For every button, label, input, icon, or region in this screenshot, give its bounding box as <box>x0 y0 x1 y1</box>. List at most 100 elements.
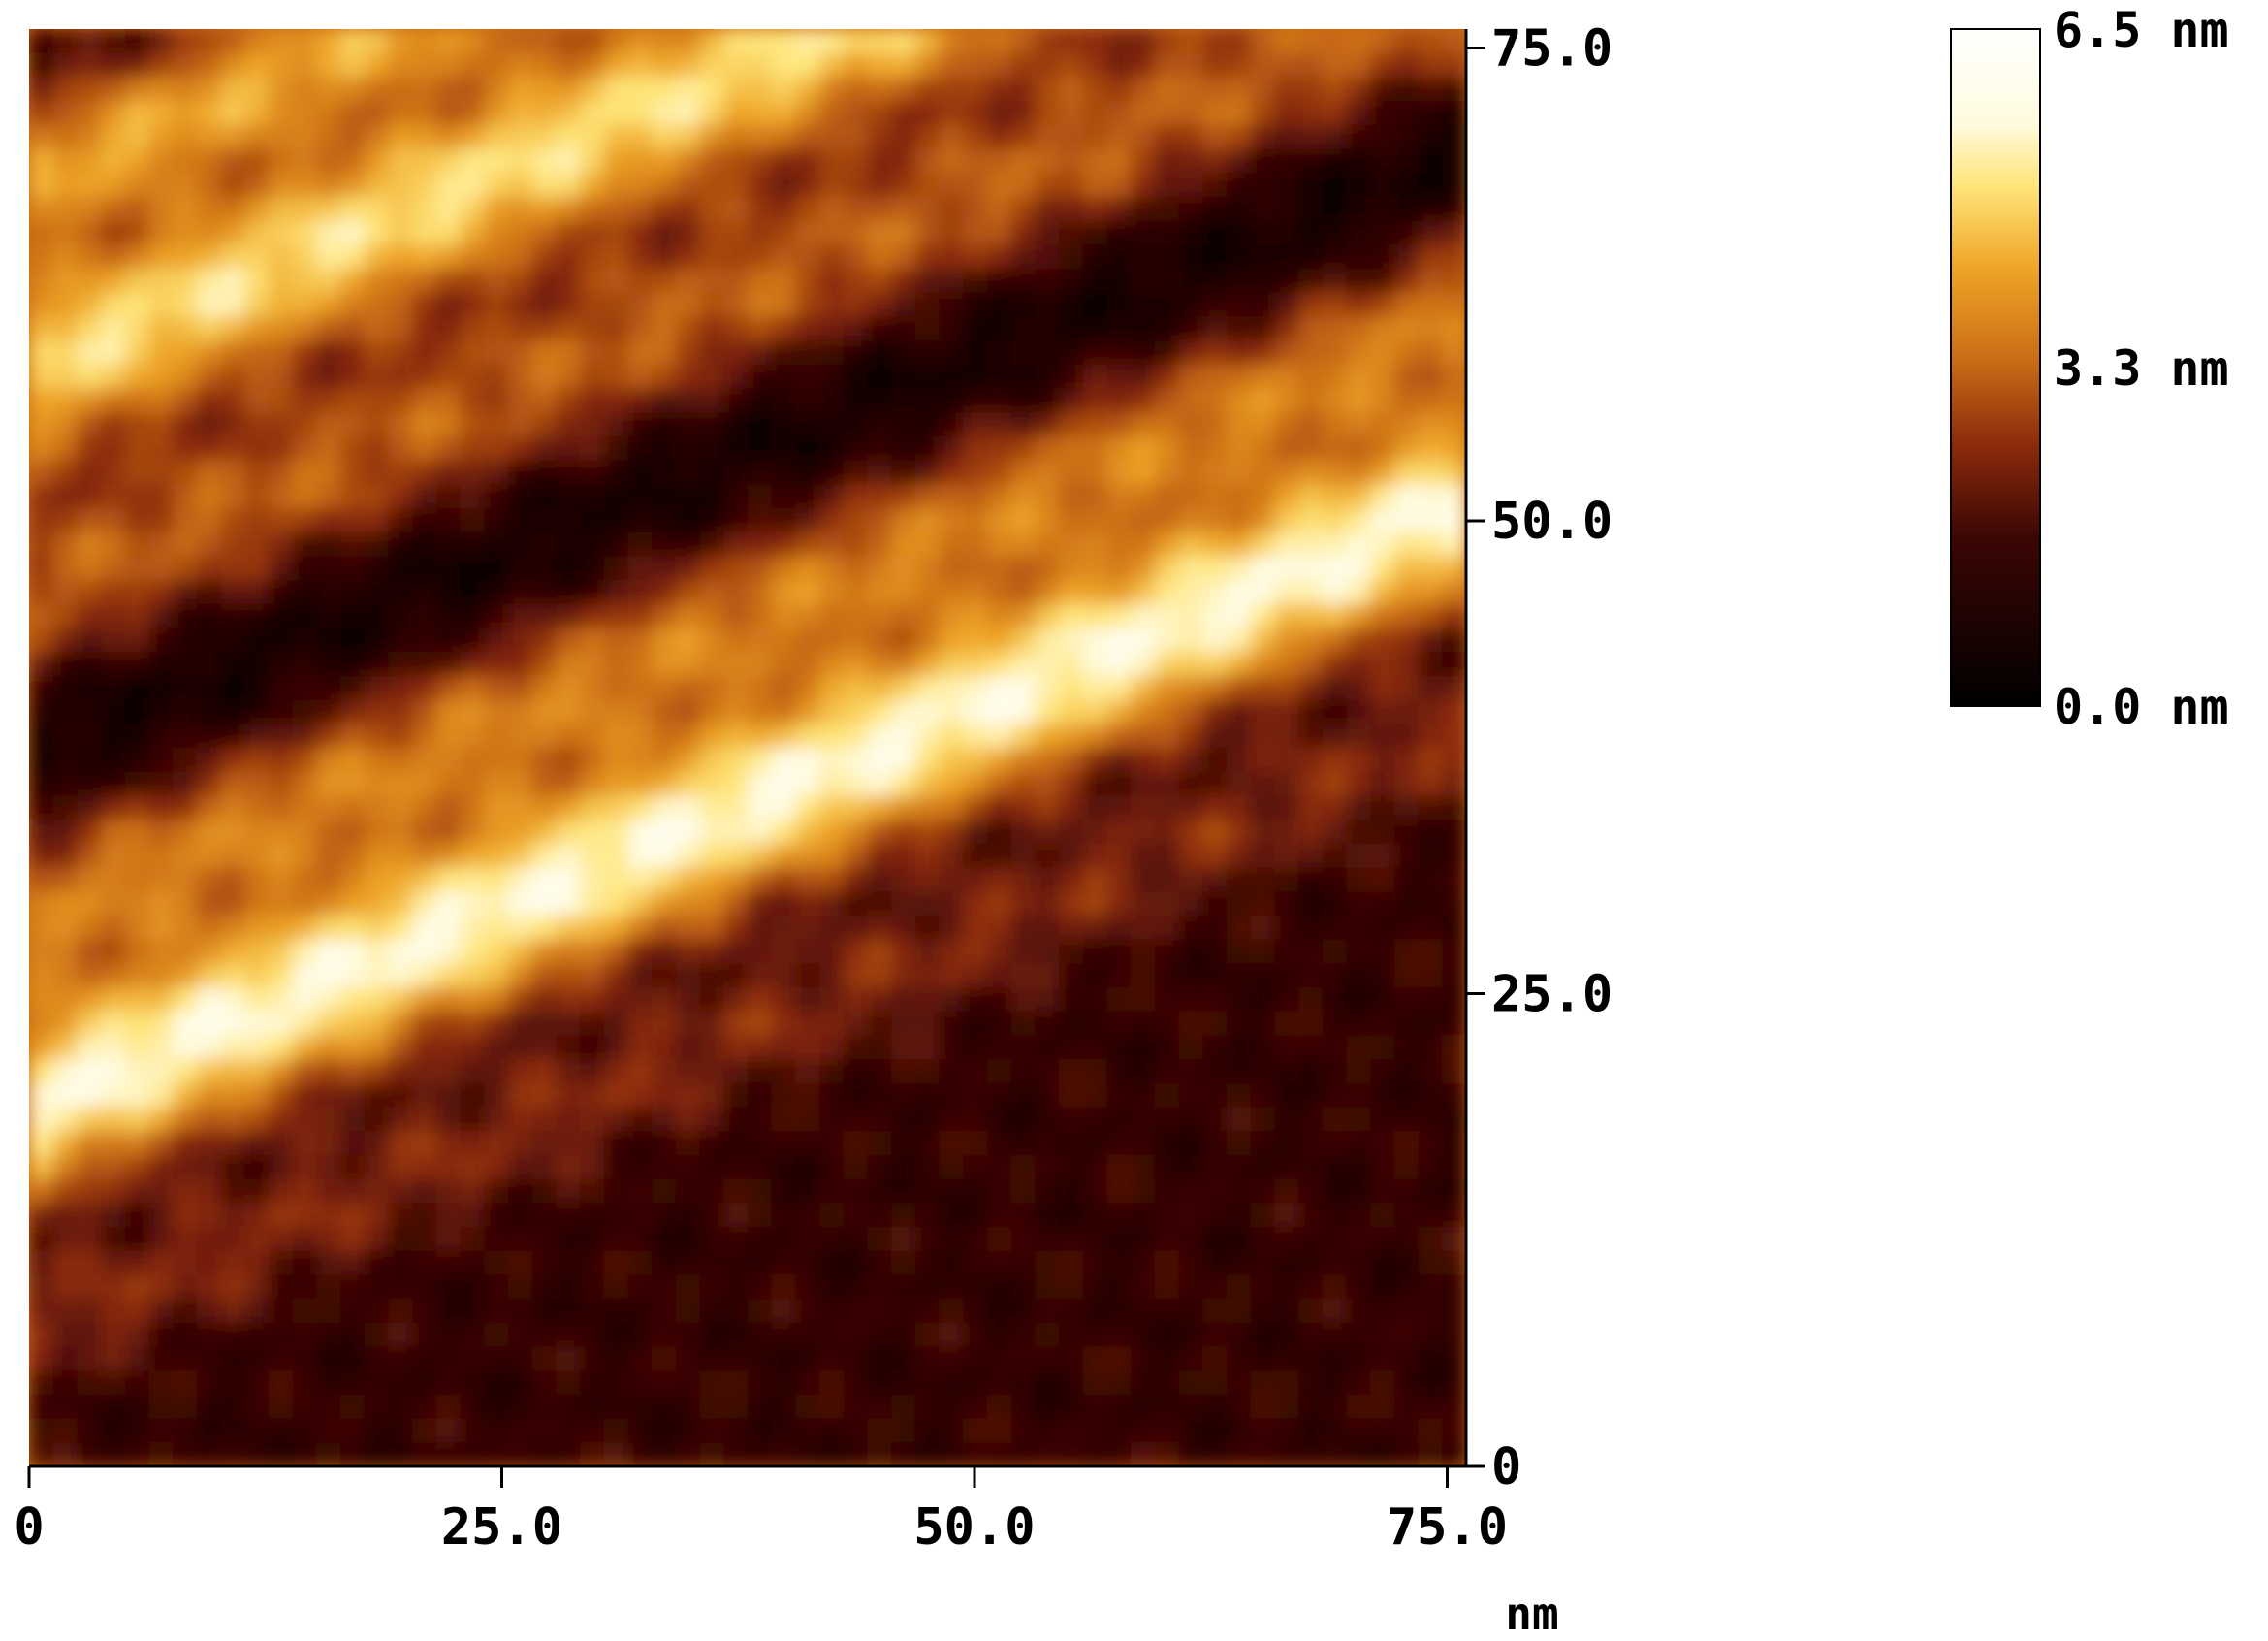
heatmap-cell <box>891 531 916 558</box>
heatmap-cell <box>244 939 270 965</box>
heatmap-cell <box>699 891 725 917</box>
heatmap-cell <box>244 1274 270 1300</box>
heatmap-cell <box>52 1442 79 1467</box>
heatmap-cell <box>1393 316 1420 341</box>
heatmap-cell <box>819 771 845 797</box>
heatmap-cell <box>1346 196 1371 222</box>
heatmap-cell <box>723 891 749 917</box>
heatmap-cell <box>1059 460 1084 486</box>
heatmap-cell <box>1393 77 1420 102</box>
heatmap-cell <box>1082 77 1108 102</box>
heatmap-cell <box>1227 269 1252 294</box>
heatmap-cell <box>987 580 1012 605</box>
heatmap-cell <box>269 460 294 486</box>
heatmap-cell <box>1418 1418 1444 1444</box>
heatmap-cell <box>771 196 797 222</box>
heatmap-cell <box>603 795 629 820</box>
heatmap-cell <box>460 1035 486 1060</box>
heatmap-cell <box>1106 1154 1132 1180</box>
heatmap-cell <box>1250 1035 1276 1060</box>
heatmap-cell <box>244 1250 270 1276</box>
heatmap-cell <box>1059 795 1084 820</box>
heatmap-cell <box>484 244 509 270</box>
heatmap-cell <box>987 244 1012 270</box>
heatmap-cell <box>1250 364 1276 390</box>
heatmap-cell <box>124 843 150 869</box>
heatmap-cell <box>914 1274 941 1300</box>
heatmap-cell <box>723 699 749 725</box>
heatmap-cell <box>867 340 892 366</box>
heatmap-cell <box>1010 435 1037 462</box>
heatmap-cell <box>364 1274 390 1300</box>
heatmap-cell <box>101 1394 126 1420</box>
heatmap-cell <box>29 196 54 222</box>
heatmap-cell <box>292 867 318 892</box>
heatmap-cell <box>1154 867 1180 892</box>
heatmap-cell <box>891 124 916 150</box>
heatmap-cell <box>1131 460 1156 486</box>
heatmap-cell <box>173 652 198 677</box>
heatmap-cell <box>1059 1131 1084 1156</box>
heatmap-cell <box>484 987 509 1013</box>
heatmap-cell <box>484 1274 509 1300</box>
heatmap-cell <box>603 771 629 797</box>
x-tick-label: 75.0 <box>1387 1498 1508 1557</box>
heatmap-cell <box>771 388 797 413</box>
heatmap-cell <box>196 220 222 246</box>
heatmap-cell <box>1010 867 1037 892</box>
heatmap-cell <box>1393 1227 1420 1252</box>
heatmap-cell <box>435 915 462 941</box>
heatmap-cell <box>963 531 988 558</box>
heatmap-cell <box>435 77 462 102</box>
heatmap-cell <box>914 843 941 869</box>
heatmap-cell <box>939 771 965 797</box>
heatmap-cell <box>1202 867 1228 892</box>
heatmap-cell <box>723 771 749 797</box>
heatmap-cell <box>435 412 462 437</box>
heatmap-cell <box>1154 699 1180 725</box>
heatmap-cell <box>244 316 270 341</box>
heatmap-cell <box>748 748 773 773</box>
heatmap-cell <box>340 1227 366 1252</box>
heatmap-cell <box>556 1418 581 1444</box>
heatmap-cell <box>412 196 437 222</box>
heatmap-cell <box>244 173 270 198</box>
heatmap-cell <box>220 1011 246 1037</box>
heatmap-cell <box>771 29 797 54</box>
heatmap-cell <box>1227 101 1252 126</box>
heatmap-cell <box>1106 1299 1132 1324</box>
heatmap-cell <box>29 771 54 797</box>
heatmap-cell <box>867 675 892 701</box>
heatmap-cell <box>52 987 79 1013</box>
heatmap-cell <box>627 1299 653 1324</box>
heatmap-cell <box>292 148 318 174</box>
heatmap-cell <box>1322 1250 1348 1276</box>
heatmap-cell <box>627 820 653 845</box>
heatmap-cell <box>867 244 892 270</box>
heatmap-cell <box>531 675 558 701</box>
heatmap-cell <box>101 1107 126 1132</box>
heatmap-cell <box>556 795 581 820</box>
heatmap-cell <box>939 939 965 965</box>
heatmap-cell <box>292 388 318 413</box>
heatmap-cell <box>1346 1299 1371 1324</box>
heatmap-cell <box>196 652 222 677</box>
heatmap-cell <box>1010 1250 1037 1276</box>
heatmap-cell <box>1106 1442 1132 1467</box>
heatmap-cell <box>603 1082 629 1109</box>
heatmap-cell <box>435 699 462 725</box>
heatmap-cell <box>364 460 390 486</box>
heatmap-cell <box>412 891 437 917</box>
heatmap-cell <box>1106 915 1132 941</box>
heatmap-cell <box>388 1082 413 1109</box>
heatmap-cell <box>1370 1154 1395 1180</box>
heatmap-cell <box>1106 412 1132 437</box>
heatmap-cell <box>1370 29 1395 54</box>
heatmap-cell <box>148 388 174 413</box>
heatmap-cell <box>1082 1346 1108 1371</box>
heatmap-cell <box>1202 795 1228 820</box>
heatmap-cell <box>1418 771 1444 797</box>
heatmap-cell <box>52 77 79 102</box>
heatmap-cell <box>580 1250 605 1276</box>
heatmap-cell <box>101 316 126 341</box>
